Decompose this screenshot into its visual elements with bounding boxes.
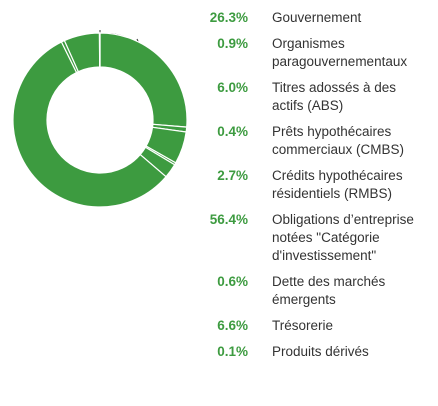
legend-item: 0.6% Dette des marchés émergents (180, 273, 438, 309)
category-label: Trésorerie (272, 318, 334, 333)
category-label: Gouvernement (272, 10, 362, 25)
legend-item: 2.7% Crédits hypothécaires résidentiels (… (180, 167, 438, 203)
percent-label: 0.4% (217, 124, 248, 139)
legend-item: 0.1% Produits dérivés (180, 343, 438, 361)
category-label: Dette des marchés émergents (272, 274, 386, 307)
percent-label: 0.6% (217, 274, 248, 289)
legend-item: 6.6% Trésorerie (180, 317, 438, 335)
donut-slice (12, 41, 167, 208)
category-label: Organismes paragouvernementaux (272, 36, 408, 69)
donut-slice (99, 32, 188, 128)
legend-item: 0.9% Organismes paragouvernementaux (180, 35, 438, 71)
category-label: Crédits hypothécaires résidentiels (RMBS… (272, 168, 403, 201)
donut-chart (12, 30, 188, 208)
percent-label: 2.7% (217, 168, 248, 183)
percent-label: 0.1% (217, 344, 248, 359)
legend-item: 0.4% Prêts hypothécaires commerciaux (CMB… (180, 123, 438, 159)
category-label: Produits dérivés (272, 344, 369, 359)
legend-item: 26.3% Gouvernement (180, 9, 438, 27)
percent-label: 56.4% (209, 212, 248, 227)
percent-label: 26.3% (209, 10, 248, 25)
legend-item: 6.0% Titres adossés à des actifs (ABS) (180, 79, 438, 115)
category-label: Prêts hypothécaires commerciaux (CMBS) (272, 124, 405, 157)
legend-item: 56.4% Obligations d’entreprise notées "Ca… (180, 211, 438, 265)
donut-slice (98, 32, 101, 68)
category-label: Obligations d’entreprise notées "Catégor… (272, 212, 414, 263)
percent-label: 6.0% (217, 80, 248, 95)
legend: 26.3% Gouvernement 0.9% Organismes paragouv… (180, 9, 438, 369)
category-label: Titres adossés à des actifs (ABS) (272, 80, 397, 113)
percent-label: 0.9% (217, 36, 248, 51)
percent-label: 6.6% (217, 318, 248, 333)
